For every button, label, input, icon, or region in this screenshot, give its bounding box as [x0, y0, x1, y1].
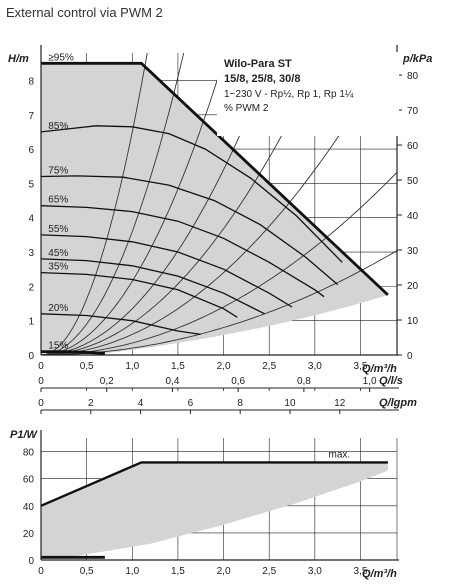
power-chart-axes: 0 0,5 1,0 1,5 2,0 2,5 3,0 3,5 0 20 40 60 80 P1/W Q/m³/…	[10, 429, 399, 580]
power-y-tick-label: 80	[23, 448, 35, 459]
power-x-tick-label: 0	[38, 566, 44, 577]
system-curve	[41, 53, 392, 355]
curve-85-percent	[41, 125, 343, 263]
pwm-curves	[41, 61, 389, 355]
product-supply-info: 1~230 V - Rp½, Rp 1, Rp 1¼	[224, 88, 354, 100]
curve-label-55-percent: 55%	[48, 224, 68, 235]
x-tick-label: 3,5	[354, 361, 368, 372]
power-x-tick-label: 1,0	[125, 566, 139, 577]
y-right-tick-label: 50	[407, 176, 419, 187]
power-x-tick-label: 0,5	[80, 566, 94, 577]
secondary-flow-axes: 0 0,2 0,4 0,6 0,8 1,0 Q/l/s 0 2 4 6 8 10 12 Q/lgpm	[38, 375, 417, 414]
secondary-axis-tick-label: 10	[284, 398, 296, 409]
curve-label-75-percent: 75%	[48, 166, 68, 177]
secondary-axis-tick-label: 2	[88, 398, 94, 409]
product-control-info: % PWM 2	[224, 103, 269, 114]
y-right-tick-label: 30	[407, 246, 419, 257]
power-x-tick-label: 3,5	[354, 566, 368, 577]
secondary-axis-label: Q/lgpm	[379, 397, 417, 409]
secondary-axis-tick-label: 0,6	[231, 376, 245, 387]
system-curve	[41, 53, 148, 355]
curve-label-45-percent: 45%	[48, 248, 68, 259]
secondary-axis-tick-label: 12	[334, 398, 346, 409]
power-range-area	[41, 462, 388, 558]
power-curve-max	[40, 461, 388, 507]
y-right-axis-label: p/kPa	[402, 53, 432, 65]
y-tick-label: 1	[28, 317, 34, 328]
secondary-axis-tick-label: 0,4	[165, 376, 179, 387]
power-range-fill	[41, 462, 388, 558]
x-tick-label: 0	[38, 361, 44, 372]
y-tick-label: 7	[28, 111, 34, 122]
power-y-tick-label: 60	[23, 475, 35, 486]
y-right-tick-label: 10	[407, 316, 419, 327]
power-y-tick-label: 20	[23, 529, 35, 540]
power-curves: max.	[40, 449, 388, 559]
curve-label-95-percent: ≥95%	[48, 52, 74, 63]
y-tick-label: 6	[28, 145, 34, 156]
x-tick-label: 1,0	[125, 361, 139, 372]
y-tick-label: 2	[28, 282, 34, 293]
curve-55-percent	[41, 234, 293, 308]
curve-label-85-percent: 85%	[48, 121, 68, 132]
y-tick-label: 8	[28, 76, 34, 87]
product-info-box	[217, 52, 399, 136]
page-title: External control via PWM 2	[6, 5, 163, 20]
pwm-curve-labels: ≥95% 85% 75% 65% 55% 45% 35% 20% 15%	[48, 52, 74, 351]
power-x-tick-label: 2,5	[262, 566, 276, 577]
secondary-axis-tick-label: 0,2	[100, 376, 114, 387]
x-tick-label: 3,0	[308, 361, 322, 372]
y-tick-label: 4	[28, 214, 34, 225]
secondary-axis-tick-label: 0,8	[297, 376, 311, 387]
power-x-tick-label: 3,0	[308, 566, 322, 577]
product-title: Wilo-Para ST	[224, 58, 292, 70]
x-tick-label: 0,5	[80, 361, 94, 372]
system-curve	[41, 53, 324, 355]
y-right-tick-label: 0	[407, 351, 413, 362]
system-curve	[41, 53, 185, 355]
y-right-tick-label: 80	[407, 71, 419, 82]
curve-45-percent	[41, 258, 265, 315]
curve-label-65-percent: 65%	[48, 195, 68, 206]
power-y-tick-label: 40	[23, 502, 35, 513]
product-variants: 15/8, 25/8, 30/8	[224, 73, 300, 85]
curve-20-percent	[41, 313, 201, 336]
x-axis-label: Q/m³/h	[362, 363, 397, 375]
secondary-axis-tick-label: 1,0	[363, 376, 377, 387]
curve-label-15-percent: 15%	[48, 341, 68, 352]
system-curve	[41, 53, 275, 355]
curve-35-percent	[41, 271, 238, 318]
secondary-axis-tick-label: 0	[38, 398, 44, 409]
power-y-axis-label: P1/W	[10, 429, 39, 441]
power-x-tick-label: 1,5	[171, 566, 185, 577]
y-tick-label: 5	[28, 179, 34, 190]
y-right-tick-label: 20	[407, 281, 419, 292]
x-tick-label: 2,0	[217, 361, 231, 372]
curve-75-percent	[41, 175, 339, 286]
secondary-axis-label: Q/l/s	[379, 375, 403, 387]
power-y-tick-label: 0	[28, 556, 34, 567]
x-tick-label: 1,5	[171, 361, 185, 372]
curve-95-percent	[41, 61, 389, 296]
y-tick-label: 0	[28, 351, 34, 362]
power-x-tick-label: 2,0	[217, 566, 231, 577]
secondary-axis-tick-label: 8	[237, 398, 243, 409]
curve-65-percent	[41, 205, 325, 298]
curve-label-20-percent: 20%	[48, 303, 68, 314]
y-axis-label: H/m	[8, 53, 29, 65]
power-curve-label-max: max.	[329, 449, 351, 460]
y-right-tick-label: 40	[407, 211, 419, 222]
y-right-tick-label: 60	[407, 141, 419, 152]
power-x-axis-label: Q/m³/h	[362, 568, 397, 580]
curve-15-percent	[41, 350, 105, 355]
secondary-axis-tick-label: 6	[188, 398, 194, 409]
y-tick-label: 3	[28, 248, 34, 259]
system-curve	[41, 171, 397, 355]
y-right-tick-label: 70	[407, 106, 419, 117]
secondary-axis-tick-label: 0	[38, 376, 44, 387]
secondary-axis-tick-label: 4	[138, 398, 144, 409]
x-tick-label: 2,5	[262, 361, 276, 372]
curve-label-35-percent: 35%	[48, 262, 68, 273]
